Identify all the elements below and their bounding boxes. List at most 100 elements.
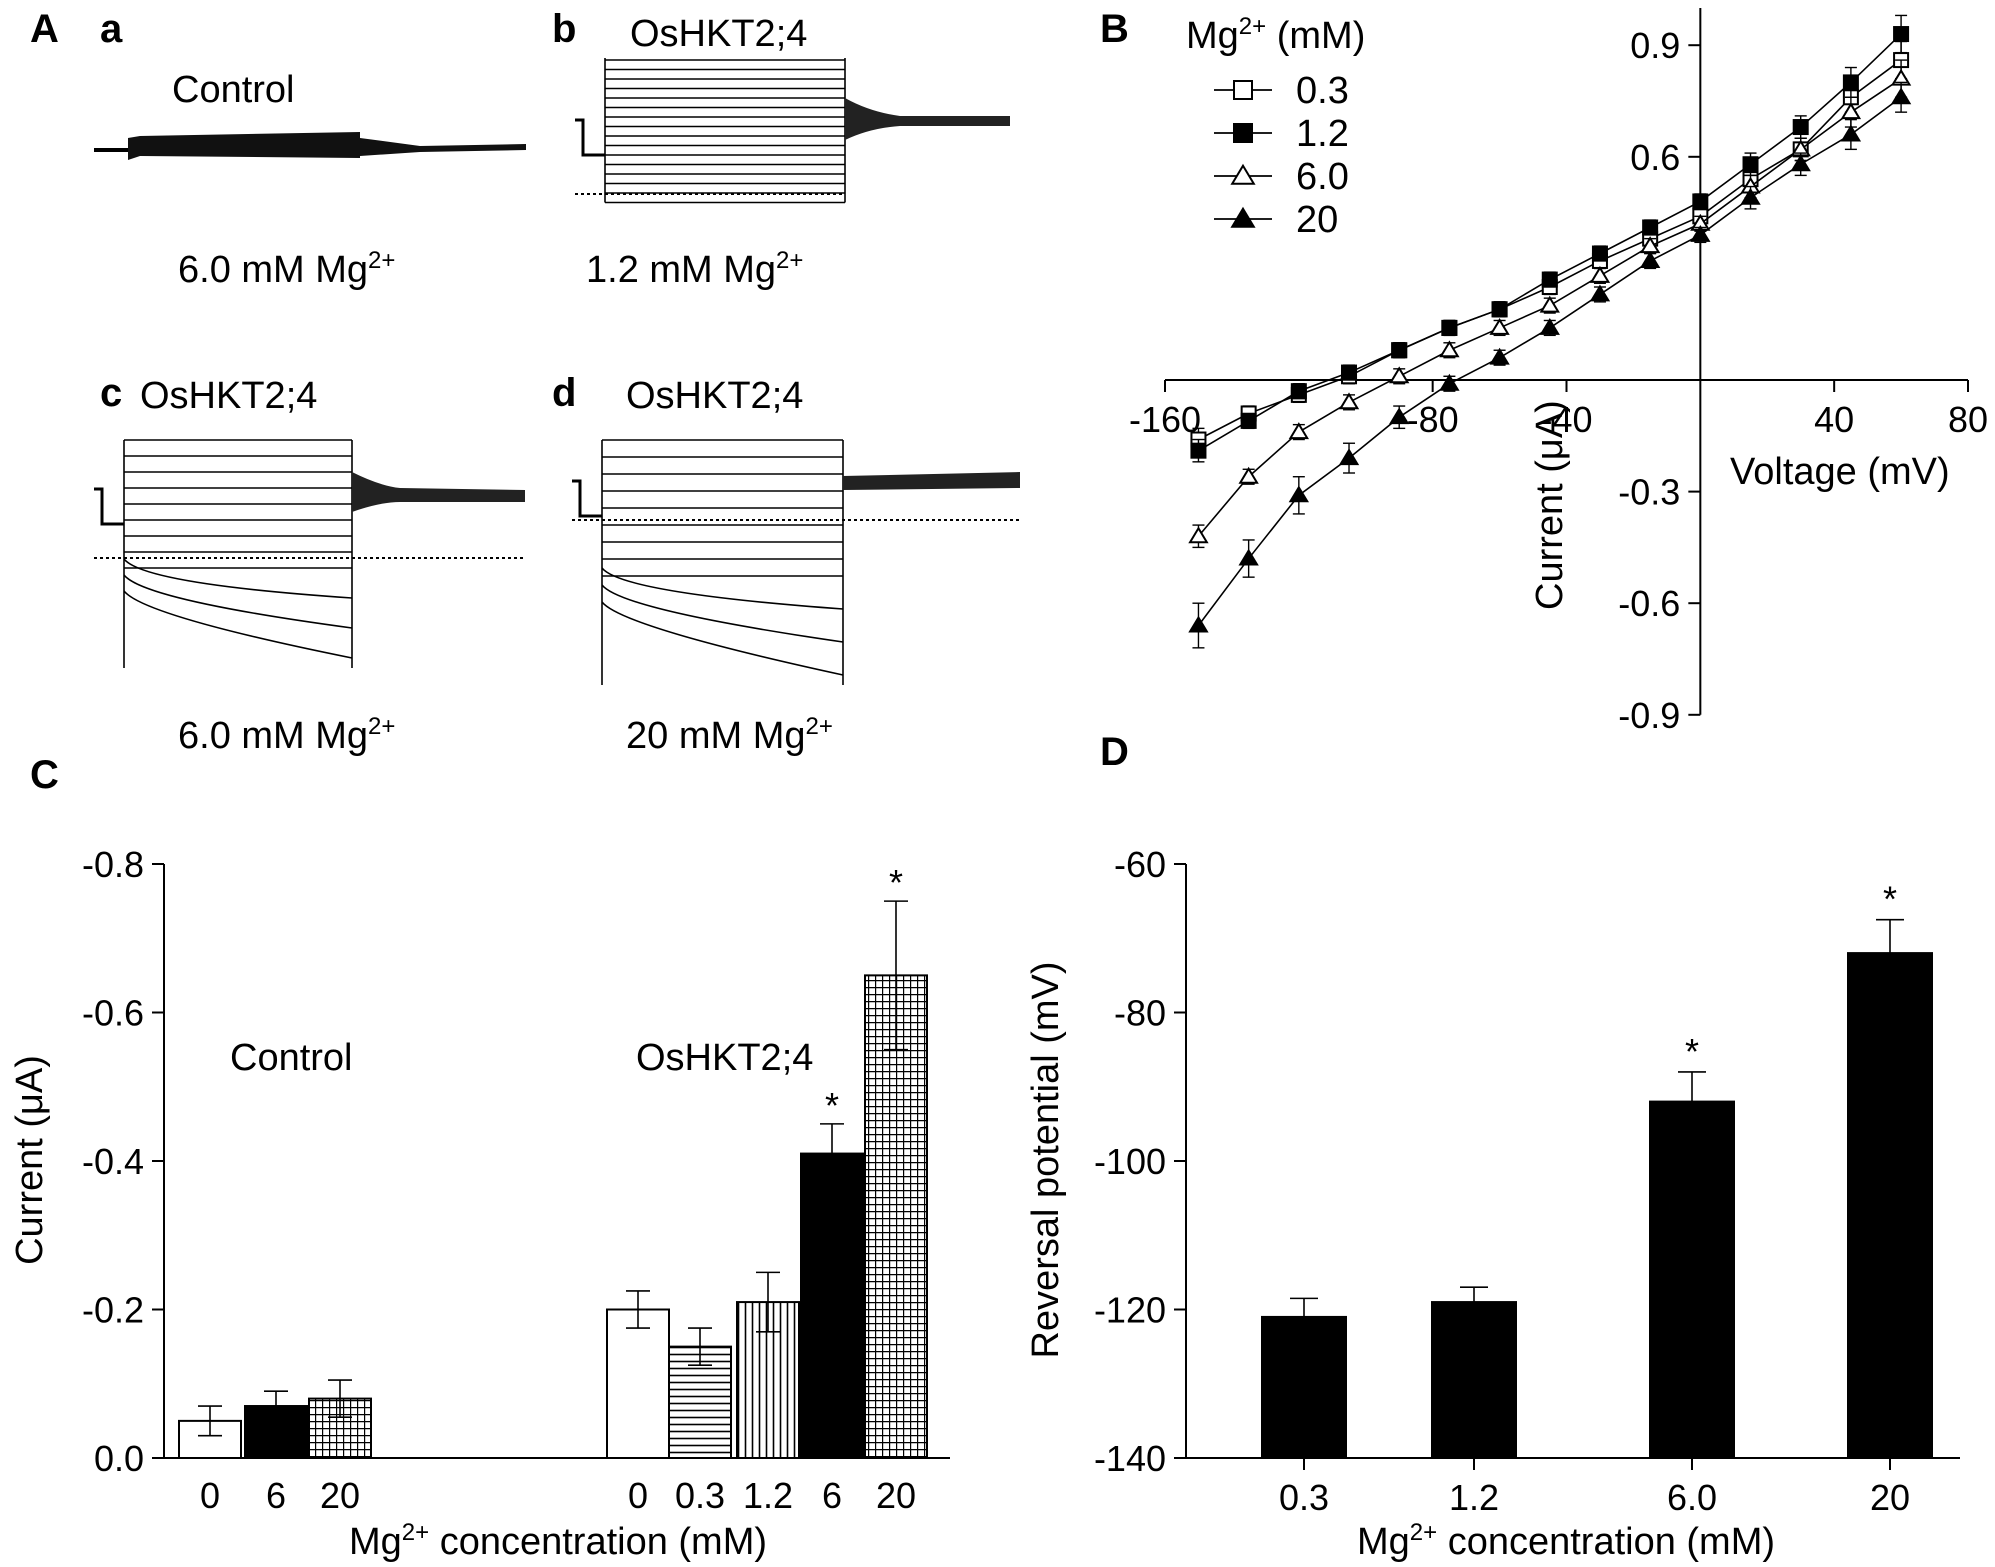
- iv-x-tick-label: -40: [1540, 399, 1592, 440]
- iv-legend-marker-6.0: [1230, 163, 1256, 185]
- panel-a-traces: a Control 6.0 mM Mg2+ b OsHKT2;4 1.2 mM …: [94, 7, 1020, 757]
- current-x-tick-label: 20: [876, 1475, 916, 1516]
- iv-point: [1589, 284, 1611, 302]
- trace-c-condition: 6.0 mM Mg2+: [178, 713, 395, 757]
- iv-legend: Mg2+ (mM) 0.31.26.020: [1186, 13, 1365, 241]
- trace-holding: [575, 118, 605, 157]
- trace-c-title: OsHKT2;4: [140, 375, 317, 417]
- current-y-tick-label: -0.2: [82, 1290, 144, 1331]
- trace-b-condition-text: 1.2 mM Mg: [586, 249, 776, 291]
- iv-axes: -160 -80 -40 40 80 0.9 0.6 -0.3 -0.6 -0.9: [1129, 8, 1988, 736]
- iv-point: [1240, 412, 1257, 429]
- trace-tail: [352, 472, 525, 512]
- trace-holding: [572, 479, 602, 518]
- current-bar-OsHKT2;4-0.3: 0.3: [668, 1327, 732, 1516]
- current-y-tick-label: -0.6: [82, 993, 144, 1034]
- reversal-x-tick-label: 1.2: [1449, 1477, 1499, 1518]
- current-x-tick-label: 0: [200, 1475, 220, 1516]
- iv-xlabel: Voltage (mV): [1730, 451, 1950, 493]
- trace-b-condition: 1.2 mM Mg2+: [586, 247, 803, 291]
- current-bar: [606, 1308, 670, 1459]
- trace-sweep: [123, 574, 353, 629]
- iv-point: [1742, 156, 1759, 173]
- current-x-tick-label: 20: [320, 1475, 360, 1516]
- current-bar-OsHKT2;4-0: 0: [606, 1290, 670, 1516]
- current-bar-OsHKT2;4-6: *6: [800, 1085, 864, 1516]
- current-x-tick-label: 0: [628, 1475, 648, 1516]
- trace-sweep: [123, 558, 353, 599]
- iv-point: [1389, 366, 1410, 384]
- trace-d-image: [572, 439, 1020, 685]
- reversal-xlabel-sup: 2+: [1410, 1519, 1437, 1546]
- iv-point: [1188, 526, 1209, 544]
- trace-sweep: [123, 590, 353, 659]
- trace-sweep: [601, 584, 844, 643]
- current-bar-Control-0: 0: [178, 1405, 242, 1516]
- current-x-tick-label: 1.2: [743, 1475, 793, 1516]
- reversal-y-tick-label: -100: [1094, 1141, 1166, 1182]
- iv-point: [1190, 442, 1207, 459]
- iv-point: [1238, 548, 1259, 566]
- reversal-y-tick-label: -80: [1114, 993, 1166, 1034]
- iv-point: [1692, 193, 1709, 210]
- iv-y-tick-label: 0.9: [1630, 25, 1680, 66]
- iv-series: [1188, 14, 1912, 649]
- current-y-tick-label: 0.0: [94, 1438, 144, 1479]
- iv-legend-label-0.3: 0.3: [1296, 70, 1349, 112]
- current-bar: [800, 1152, 864, 1459]
- iv-legend-title-unit: (mM): [1266, 15, 1365, 57]
- current-xlabel-rest: concentration (mM): [429, 1521, 767, 1563]
- reversal-bar-chart: -60 -80 -100 -120 -140 0.3 1.2 * 6.0 * 20 Mg2+ co…: [1025, 844, 1960, 1563]
- reversal-ylabel: Reversal potential (mV): [1025, 961, 1067, 1358]
- iv-legend-label-1.2: 1.2: [1296, 113, 1349, 155]
- iv-point: [1541, 271, 1558, 288]
- iv-point: [1890, 87, 1912, 105]
- current-x-tick-label: 0.3: [675, 1475, 725, 1516]
- trace-b-image: [575, 58, 1010, 204]
- iv-point: [1441, 319, 1458, 336]
- current-bar: [864, 974, 928, 1459]
- trace-a-title: Control: [172, 69, 295, 111]
- current-bars: 0 6 20 0 0.3 1.2*6*20: [178, 862, 928, 1516]
- iv-y-tick-label: 0.6: [1630, 137, 1680, 178]
- reversal-bar-1.2: 1.2: [1431, 1286, 1517, 1518]
- trace-d-label: d: [552, 371, 576, 415]
- iv-point: [1439, 340, 1460, 358]
- iv-chart: -160 -80 -40 40 80 0.9 0.6 -0.3 -0.6 -0.9 Mg2+ (m…: [1129, 8, 1988, 736]
- reversal-xlabel-rest: concentration (mM): [1437, 1521, 1775, 1563]
- iv-point: [1238, 466, 1259, 484]
- iv-x-tick-label: 40: [1814, 399, 1854, 440]
- reversal-bar: [1261, 1315, 1347, 1460]
- iv-point: [1341, 364, 1358, 381]
- iv-point: [1489, 347, 1510, 365]
- reversal-significance-star: *: [1883, 879, 1897, 920]
- reversal-y-tick-label: -60: [1114, 844, 1166, 885]
- current-significance-star: *: [889, 862, 903, 903]
- trace-a-condition-sup: 2+: [368, 247, 395, 274]
- iv-point: [1188, 615, 1209, 633]
- iv-y-tick-label: -0.3: [1618, 472, 1680, 513]
- iv-legend-title: Mg2+ (mM): [1186, 13, 1365, 57]
- current-significance-star: *: [825, 1085, 839, 1126]
- reversal-significance-star: *: [1685, 1031, 1699, 1072]
- iv-point: [1338, 448, 1360, 466]
- reversal-xlabel: Mg2+ concentration (mM): [1357, 1519, 1775, 1563]
- iv-ylabel: Current (μA): [1529, 400, 1571, 610]
- iv-legend-marker-0.3: [1233, 80, 1253, 100]
- reversal-x-tick-label: 20: [1870, 1477, 1910, 1518]
- trace-a-label: a: [100, 7, 123, 51]
- trace-a-image: [94, 132, 526, 160]
- iv-point: [1290, 383, 1307, 400]
- reversal-y-tick-label: -140: [1094, 1438, 1166, 1479]
- iv-point: [1539, 317, 1560, 335]
- iv-point: [1491, 301, 1508, 318]
- trace-b-title: OsHKT2;4: [630, 13, 807, 55]
- panel-label-a: A: [30, 7, 59, 51]
- iv-x-tick-label: 80: [1948, 399, 1988, 440]
- current-xlabel-sup: 2+: [402, 1519, 429, 1546]
- iv-point: [1840, 124, 1862, 142]
- iv-point: [1539, 295, 1560, 313]
- reversal-bar-20: * 20: [1847, 879, 1933, 1518]
- iv-point: [1589, 265, 1611, 283]
